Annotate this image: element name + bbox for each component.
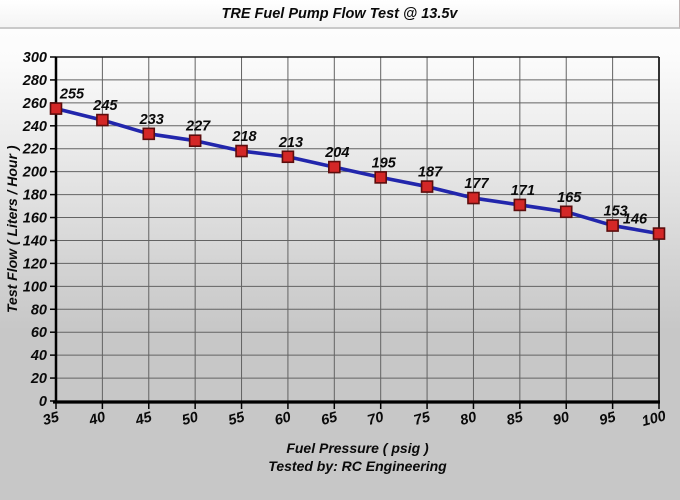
data-point-label: 177 — [464, 176, 489, 192]
data-point-marker — [559, 205, 573, 219]
y-tick-label: 160 — [23, 211, 47, 227]
x-tick-label: 75 — [412, 409, 433, 429]
y-tick-label: 260 — [22, 96, 47, 112]
tested-by-footnote: Tested by: RC Engineering — [268, 458, 447, 474]
data-point-label: 187 — [418, 165, 443, 181]
data-point-marker — [467, 191, 480, 205]
data-point-marker — [420, 180, 434, 193]
x-tick-label: 70 — [366, 409, 386, 429]
y-tick-label: 280 — [22, 73, 47, 89]
x-tick-label: 80 — [459, 409, 479, 429]
x-tick-label: 40 — [87, 409, 108, 429]
x-tick-label: 50 — [180, 409, 200, 429]
x-tick-label: 55 — [227, 409, 248, 429]
data-point-label: 146 — [623, 212, 648, 228]
chart-title: TRE Fuel Pump Flow Test @ 13.5v — [0, 0, 680, 29]
data-point-marker — [142, 127, 156, 141]
data-point-label: 213 — [278, 135, 303, 151]
data-point-label: 204 — [324, 145, 349, 161]
x-tick-label: 60 — [273, 409, 293, 429]
data-point-marker — [235, 144, 248, 158]
data-point-marker — [281, 150, 295, 164]
x-tick-label: 90 — [551, 409, 571, 429]
data-point-marker — [513, 198, 527, 212]
x-tick-label: 45 — [133, 409, 155, 429]
x-tick-label: 35 — [41, 409, 62, 429]
y-tick-label: 240 — [22, 119, 47, 135]
y-tick-label: 200 — [22, 165, 47, 181]
data-point-marker — [96, 113, 109, 127]
data-point-label: 233 — [139, 112, 164, 128]
data-point-marker — [328, 160, 341, 174]
data-point-marker — [652, 227, 666, 240]
y-tick-label: 220 — [22, 142, 47, 158]
y-tick-label: 20 — [30, 371, 47, 387]
y-tick-label: 0 — [39, 394, 47, 410]
data-point-label: 165 — [557, 190, 582, 206]
data-line — [54, 106, 661, 236]
data-point-label: 255 — [59, 87, 85, 103]
x-tick-label: 95 — [598, 409, 619, 429]
y-tick-label: 120 — [23, 256, 47, 272]
data-point-marker — [606, 219, 619, 232]
data-point-label: 245 — [92, 98, 118, 114]
data-point-label: 227 — [185, 119, 211, 135]
y-tick-label: 80 — [31, 302, 47, 318]
y-axis-title: Test Flow ( Liters / Hour ) — [4, 145, 20, 313]
data-point-label: 218 — [231, 129, 257, 145]
data-point-label: 153 — [604, 204, 628, 220]
y-tick-label: 100 — [23, 279, 47, 295]
x-axis-title: Fuel Pressure ( psig ) — [286, 440, 429, 456]
x-tick-label: 100 — [640, 408, 668, 430]
y-tick-label: 140 — [23, 233, 47, 249]
x-tick-label: 85 — [505, 409, 526, 429]
y-tick-label: 300 — [23, 50, 47, 66]
data-point-label: 171 — [511, 183, 535, 199]
x-tick-label: 65 — [319, 409, 340, 429]
data-point-marker — [374, 171, 387, 184]
data-point-marker — [188, 134, 202, 148]
y-tick-label: 180 — [23, 188, 47, 204]
y-tick-label: 60 — [31, 325, 47, 341]
data-point-marker — [49, 102, 63, 115]
y-tick-label: 40 — [30, 348, 47, 364]
data-point-label: 195 — [372, 155, 397, 171]
